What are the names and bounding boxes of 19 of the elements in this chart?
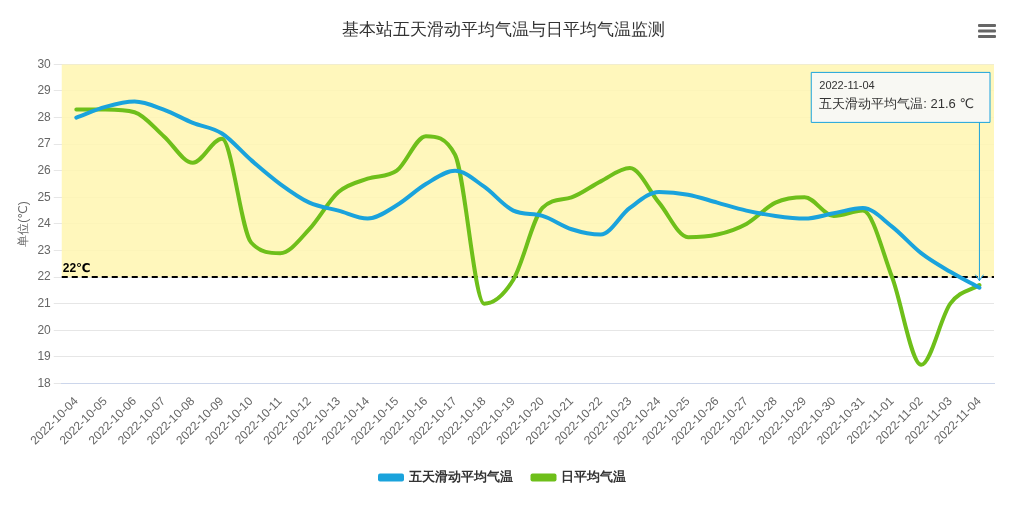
ref-line-label: 22℃ (62, 261, 91, 276)
y-tick-label: 29 (37, 83, 52, 98)
y-tick-label: 25 (37, 189, 52, 204)
y-tick-label: 23 (37, 242, 52, 257)
legend-label: 五天滑动平均气温 (407, 469, 513, 485)
y-tick-label: 26 (37, 163, 52, 178)
y-tick-label: 18 (37, 375, 52, 390)
y-tick-label: 27 (37, 136, 52, 151)
y-tick-label: 22 (37, 269, 52, 284)
y-axis-title: 单位(℃) (15, 201, 30, 247)
annotation: 2022-11-04 五天滑动平均气温: 21.6 ℃ (819, 79, 975, 111)
legend-label: 日平均气温 (561, 469, 626, 485)
y-tick-label: 30 (37, 56, 52, 71)
y-tick-label: 19 (37, 349, 52, 364)
y-tick-label: 28 (37, 109, 52, 124)
y-tick-label: 21 (37, 295, 52, 310)
y-tick-label: 20 (37, 322, 52, 337)
chart-title: 基本站五天滑动平均气温与日平均气温监测 (341, 19, 665, 39)
y-tick-label: 24 (37, 216, 52, 231)
